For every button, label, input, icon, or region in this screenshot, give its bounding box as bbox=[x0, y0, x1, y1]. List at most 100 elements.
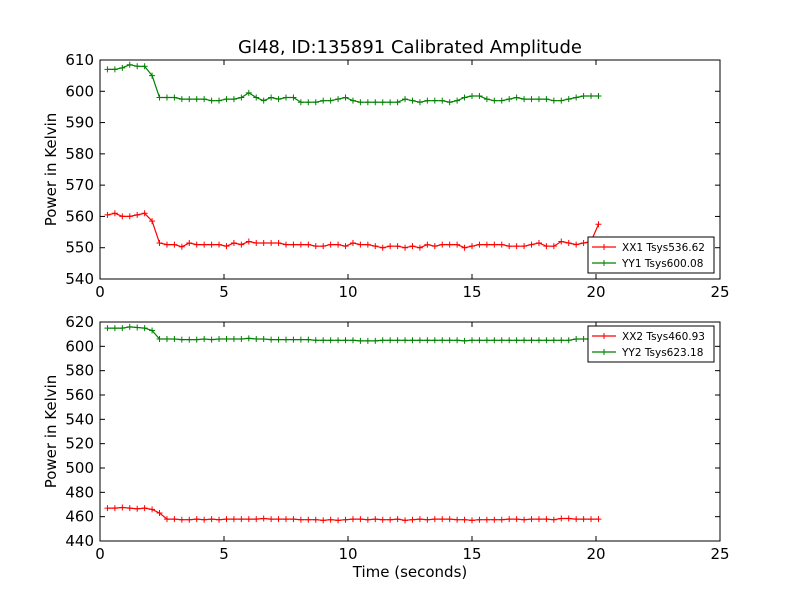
data-point bbox=[238, 94, 245, 101]
data-point bbox=[402, 96, 409, 103]
data-point bbox=[163, 336, 170, 343]
data-point bbox=[387, 99, 394, 106]
data-point bbox=[595, 516, 602, 523]
data-point bbox=[119, 64, 126, 71]
data-point bbox=[178, 336, 185, 343]
data-point bbox=[193, 96, 200, 103]
data-point bbox=[565, 515, 572, 522]
data-point bbox=[342, 243, 349, 250]
data-point bbox=[394, 516, 401, 523]
x-tick-label: 25 bbox=[710, 545, 729, 563]
data-point bbox=[223, 96, 230, 103]
data-point bbox=[320, 243, 327, 250]
data-point bbox=[245, 238, 252, 245]
data-point bbox=[372, 337, 379, 344]
data-point bbox=[416, 337, 423, 344]
data-point bbox=[111, 325, 118, 332]
data-point bbox=[402, 517, 409, 524]
data-point bbox=[335, 241, 342, 248]
data-point bbox=[230, 516, 237, 523]
data-point bbox=[409, 97, 416, 104]
data-point bbox=[216, 336, 223, 343]
data-point bbox=[149, 218, 156, 225]
data-point bbox=[513, 243, 520, 250]
data-point bbox=[178, 516, 185, 523]
data-point bbox=[357, 241, 364, 248]
y-tick-label: 580 bbox=[65, 362, 94, 380]
legend-label: YY2 Tsys623.18 bbox=[621, 347, 703, 359]
legend-label: XX2 Tsys460.93 bbox=[622, 331, 705, 343]
data-point bbox=[134, 63, 141, 70]
data-point bbox=[223, 243, 230, 250]
data-point bbox=[372, 516, 379, 523]
data-point bbox=[513, 94, 520, 101]
data-point bbox=[461, 337, 468, 344]
data-point bbox=[163, 241, 170, 248]
data-point bbox=[349, 516, 356, 523]
y-tick-label: 540 bbox=[65, 270, 94, 288]
data-point bbox=[216, 241, 223, 248]
data-point bbox=[111, 66, 118, 73]
data-point bbox=[506, 96, 513, 103]
data-point bbox=[230, 240, 237, 247]
data-point bbox=[201, 96, 208, 103]
data-point bbox=[268, 516, 275, 523]
data-point bbox=[171, 241, 178, 248]
y-axis-label: Power in Kelvin bbox=[42, 375, 60, 489]
y-tick-label: 560 bbox=[65, 207, 94, 225]
y-tick-label: 580 bbox=[65, 145, 94, 163]
data-point bbox=[439, 241, 446, 248]
data-point bbox=[409, 243, 416, 250]
legend-box bbox=[587, 325, 715, 363]
data-point bbox=[290, 516, 297, 523]
data-point bbox=[349, 337, 356, 344]
data-point bbox=[305, 99, 312, 106]
data-point bbox=[550, 97, 557, 104]
data-point bbox=[171, 336, 178, 343]
data-point bbox=[208, 336, 215, 343]
data-point bbox=[305, 336, 312, 343]
y-tick-label: 570 bbox=[65, 176, 94, 194]
data-point bbox=[573, 94, 580, 101]
data-point bbox=[327, 97, 334, 104]
data-point bbox=[580, 92, 587, 99]
data-point bbox=[305, 241, 312, 248]
data-point bbox=[349, 240, 356, 247]
data-point bbox=[491, 516, 498, 523]
data-point bbox=[245, 516, 252, 523]
data-point bbox=[119, 504, 126, 511]
data-point bbox=[535, 96, 542, 103]
data-point bbox=[349, 97, 356, 104]
data-point bbox=[141, 325, 148, 332]
data-point bbox=[357, 516, 364, 523]
data-point bbox=[357, 337, 364, 344]
data-point bbox=[305, 516, 312, 523]
data-point bbox=[528, 241, 535, 248]
data-point bbox=[454, 241, 461, 248]
data-point bbox=[275, 516, 282, 523]
data-point bbox=[290, 241, 297, 248]
y-tick-label: 500 bbox=[65, 459, 94, 477]
data-point bbox=[364, 241, 371, 248]
data-point bbox=[275, 96, 282, 103]
data-point bbox=[327, 337, 334, 344]
data-point bbox=[416, 99, 423, 106]
data-point bbox=[312, 337, 319, 344]
data-point bbox=[394, 99, 401, 106]
data-point bbox=[446, 337, 453, 344]
data-point bbox=[498, 97, 505, 104]
data-point bbox=[320, 97, 327, 104]
data-point bbox=[476, 516, 483, 523]
data-point bbox=[595, 92, 602, 99]
data-point bbox=[253, 516, 260, 523]
data-point bbox=[454, 337, 461, 344]
data-point bbox=[535, 337, 542, 344]
data-point bbox=[498, 241, 505, 248]
y-tick-label: 460 bbox=[65, 508, 94, 526]
data-point bbox=[163, 516, 170, 523]
data-point bbox=[104, 66, 111, 73]
y-tick-label: 600 bbox=[65, 337, 94, 355]
data-point bbox=[149, 506, 156, 513]
data-point bbox=[550, 243, 557, 250]
data-point bbox=[506, 337, 513, 344]
